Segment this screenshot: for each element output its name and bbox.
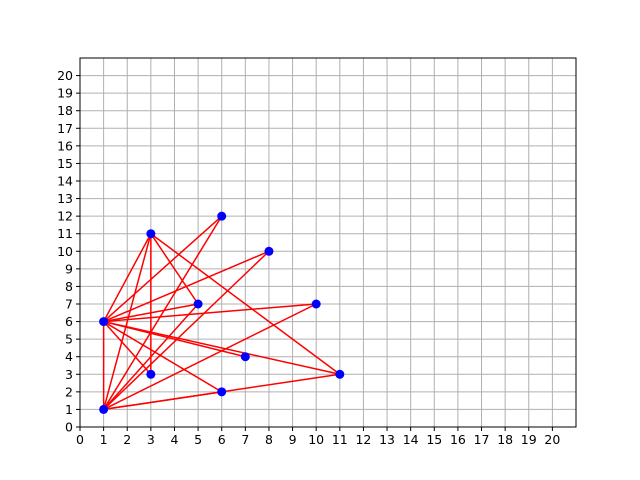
edge-3: [103, 250, 270, 410]
y-tick-label: 13: [57, 191, 73, 206]
point-4: [193, 299, 203, 309]
x-tick-label: 14: [403, 432, 419, 447]
grid: [79, 58, 576, 428]
point-8: [264, 246, 274, 256]
y-tick-label: 7: [65, 297, 73, 312]
edge-2: [102, 215, 223, 410]
y-tick-label: 16: [57, 138, 73, 153]
edge-11: [103, 303, 317, 323]
x-tick-label: 0: [76, 432, 84, 447]
x-axis: 0 1 2 3 4 5 6 7 8 9 10 11 12 13 14 15 16 17 18 19 20: [76, 427, 560, 447]
points: [99, 211, 345, 414]
edge-6: [103, 391, 222, 411]
y-tick-label: 19: [57, 86, 73, 101]
edge-8: [102, 233, 152, 322]
point-5: [217, 387, 227, 397]
point-1: [99, 317, 109, 327]
y-tick-label: 0: [65, 420, 73, 435]
x-tick-label: 1: [100, 432, 108, 447]
x-tick-label: 18: [497, 432, 513, 447]
point-9: [311, 299, 321, 309]
y-tick-label: 6: [65, 314, 73, 329]
x-tick-label: 20: [544, 432, 560, 447]
x-tick-label: 15: [426, 432, 442, 447]
point-6: [217, 211, 227, 221]
edge-1: [102, 233, 152, 410]
x-tick-label: 2: [123, 432, 131, 447]
x-tick-label: 16: [450, 432, 466, 447]
x-tick-label: 4: [170, 432, 178, 447]
y-tick-label: 9: [65, 261, 73, 276]
x-tick-label: 13: [379, 432, 395, 447]
point-2: [146, 369, 156, 379]
y-tick-label: 3: [65, 367, 73, 382]
y-tick-label: 11: [57, 226, 73, 241]
edge-14: [103, 320, 340, 376]
y-tick-label: 15: [57, 156, 73, 171]
edge-19: [150, 233, 341, 375]
edge-16: [103, 321, 152, 375]
y-tick-label: 2: [65, 384, 73, 399]
y-tick-label: 18: [57, 103, 73, 118]
x-tick-label: 17: [474, 432, 490, 447]
x-tick-label: 7: [241, 432, 249, 447]
x-tick-label: 11: [332, 432, 348, 447]
x-tick-label: 19: [521, 432, 537, 447]
y-tick-label: 14: [57, 174, 73, 189]
y-tick-label: 1: [65, 402, 73, 417]
y-tick-label: 5: [65, 332, 73, 347]
x-tick-label: 9: [289, 432, 297, 447]
edge-15: [103, 320, 223, 393]
y-tick-label: 12: [57, 209, 73, 224]
point-7: [240, 352, 250, 362]
axes-frame: [79, 57, 577, 428]
point-10: [335, 369, 345, 379]
x-tick-label: 6: [218, 432, 226, 447]
x-tick-label: 3: [147, 432, 155, 447]
x-tick-label: 10: [308, 432, 324, 447]
y-tick-label: 4: [65, 349, 73, 364]
y-tick-label: 8: [65, 279, 73, 294]
point-3: [146, 229, 156, 239]
x-tick-label: 12: [355, 432, 371, 447]
y-tick-label: 10: [57, 244, 73, 259]
x-tick-label: 8: [265, 432, 273, 447]
y-tick-label: 17: [57, 121, 73, 136]
edge-4: [103, 303, 317, 411]
y-tick-label: 20: [57, 68, 73, 83]
edge-18: [150, 233, 199, 305]
point-0: [99, 404, 109, 414]
x-tick-label: 5: [194, 432, 202, 447]
edge-9: [103, 215, 223, 323]
